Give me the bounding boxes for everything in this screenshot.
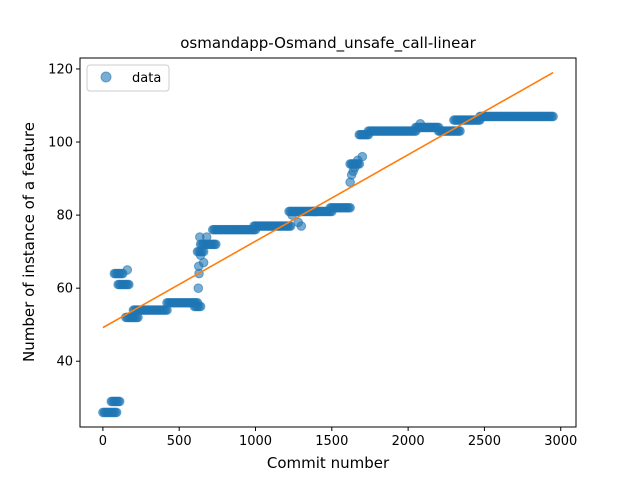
fit-line [102,71,554,329]
data-point [345,202,355,213]
data-point [114,396,125,407]
x-tick-label: 1500 [315,434,348,449]
legend-marker-data [100,71,112,83]
data-point [195,301,206,312]
data-point [455,126,465,136]
legend: data [86,64,170,92]
legend-label-data: data [132,71,161,86]
data-point [415,118,426,129]
data-point [111,407,122,418]
x-tick-label: 2500 [468,434,501,449]
data-point [287,210,297,220]
plot-frame [79,57,577,428]
y-axis-title: Number of instance of a feature [20,122,38,362]
x-tick-label: 0 [99,434,107,449]
y-tick-label: 40 [56,355,73,370]
plot-area [79,57,577,428]
y-tick-label: 60 [56,282,73,297]
fit-layer [102,71,554,329]
data-layer [98,111,558,418]
x-tick-label: 500 [167,434,192,449]
data-point [198,257,209,268]
data-point [193,283,204,293]
data-point [296,221,307,231]
y-tick-label: 120 [48,62,73,77]
data-point [201,232,212,242]
x-tick-label: 1000 [239,434,272,449]
y-axis: 40 60 80 100 120 [48,62,80,370]
x-axis-title: Commit number [267,454,390,472]
data-point [122,265,133,275]
x-tick-label: 3000 [544,434,577,449]
data-point [211,239,221,250]
chart-title: osmandapp-Osmand_unsafe_call-linear [180,34,476,53]
legend-box [86,64,170,92]
y-tick-label: 100 [48,136,73,151]
data-point [357,151,368,162]
x-axis: 0 500 1000 1500 2000 2500 3000 [99,427,577,449]
y-tick-label: 80 [56,209,73,224]
data-point [548,111,558,122]
x-tick-label: 2000 [392,434,425,449]
data-point [124,279,134,290]
